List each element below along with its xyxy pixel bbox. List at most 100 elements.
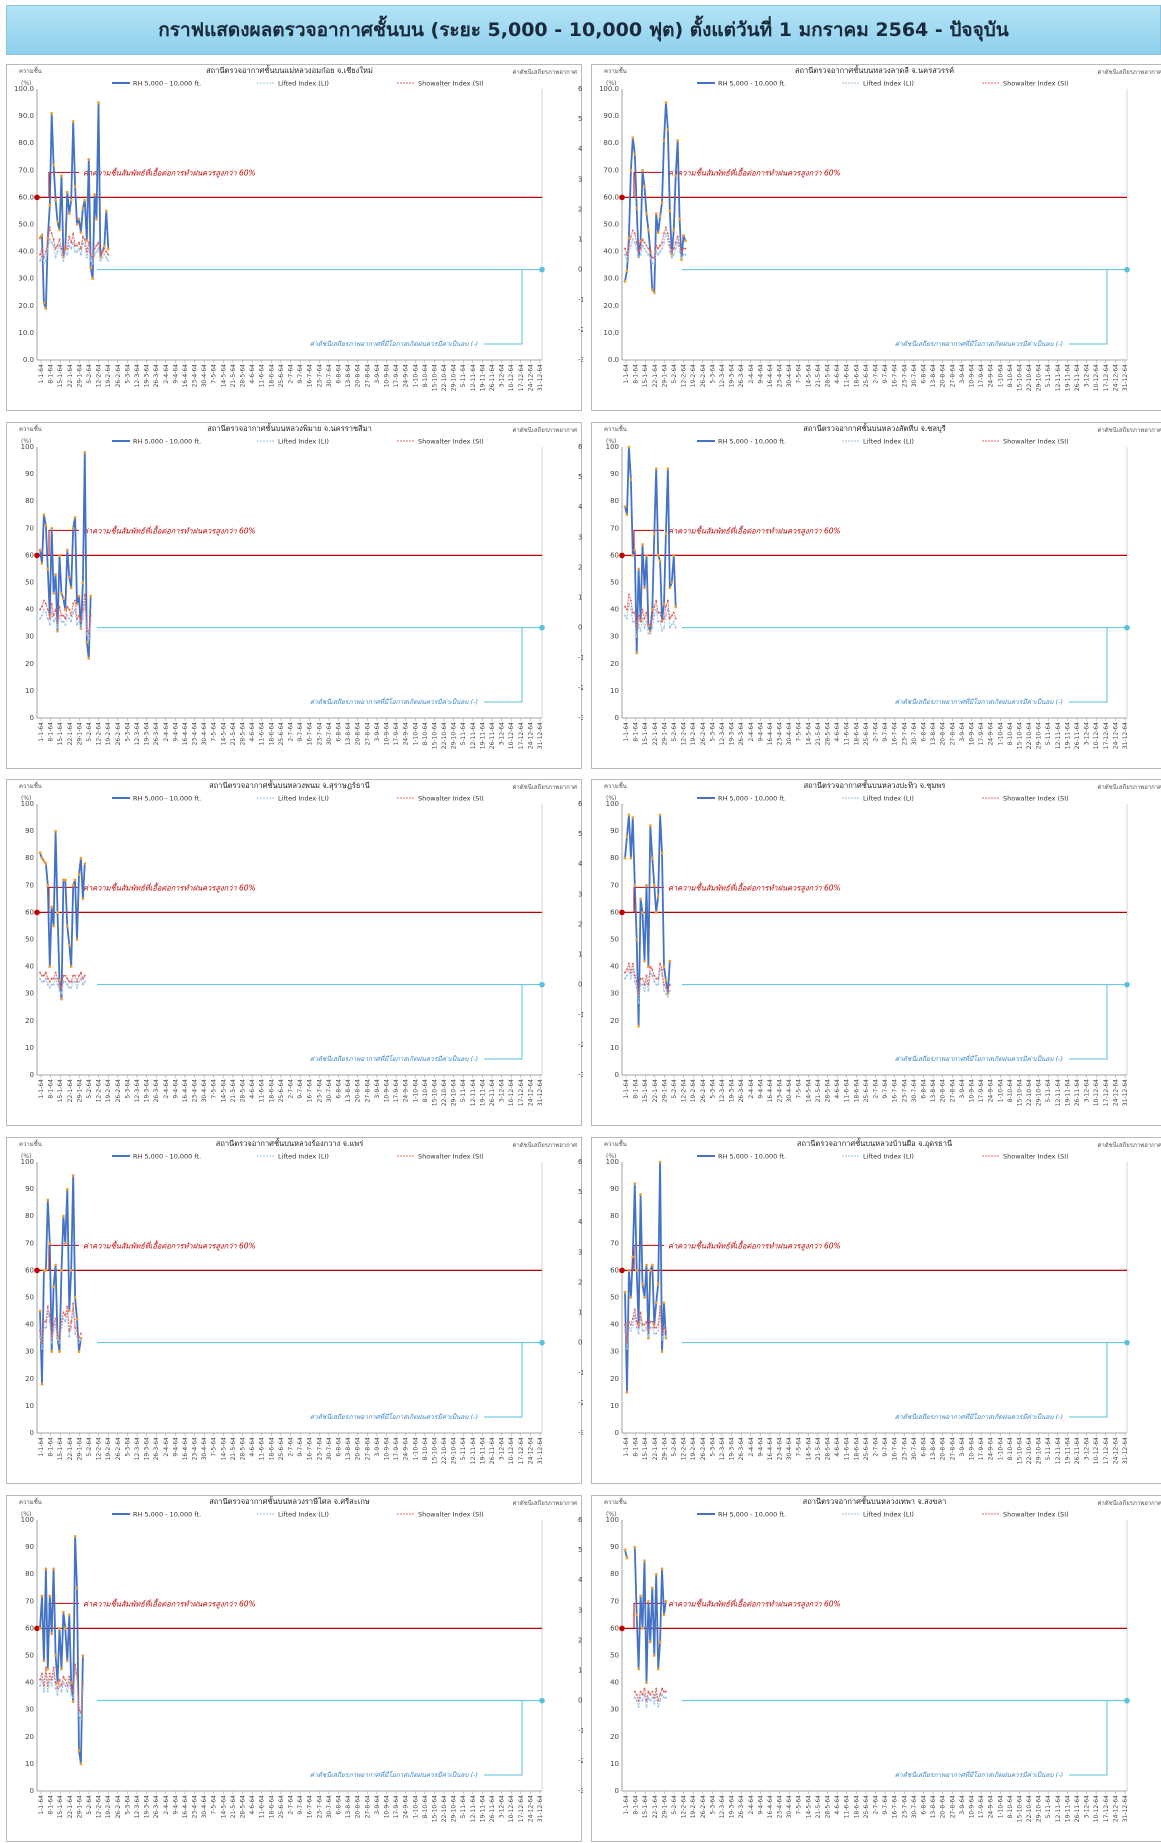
- y2-tick-label: 0: [578, 1697, 582, 1705]
- x-tick-label: 13-8-64: [930, 364, 937, 388]
- index-point: [655, 983, 658, 986]
- rh-point: [52, 591, 56, 595]
- y-tick-label: 40: [25, 963, 34, 971]
- x-tick-label: 19-3-64: [144, 1079, 151, 1103]
- x-tick-label: 11-6-64: [844, 1795, 851, 1819]
- x-tick-label: 12-3-64: [719, 1795, 726, 1819]
- y2-tick-label: 60: [578, 1158, 583, 1166]
- threshold-note: ค่าความชื้นสัมพัทธ์ที่เอื้อต่อการทำฝนควร…: [668, 1598, 841, 1608]
- x-tick-label: 15-10-64: [431, 722, 438, 749]
- x-tick-label: 26-11-64: [1074, 1437, 1081, 1464]
- x-tick-label: 18-6-64: [268, 1437, 275, 1461]
- rh-point: [674, 174, 678, 178]
- legend-label: Lifted Index (LI): [278, 438, 329, 446]
- rh-point: [639, 1594, 642, 1598]
- x-tick-label: 13-8-64: [345, 1437, 352, 1461]
- index-point: [40, 1678, 43, 1681]
- index-point: [641, 983, 644, 986]
- index-point: [653, 256, 656, 259]
- index-point: [641, 238, 644, 241]
- x-tick-label: 22-1-64: [652, 1795, 659, 1819]
- x-tick-label: 19-3-64: [144, 364, 151, 388]
- x-tick-label: 10-12-64: [1093, 364, 1100, 391]
- y-tick-label: 100: [21, 443, 34, 451]
- y2-tick-label: 50: [578, 473, 583, 481]
- index-point: [44, 250, 47, 253]
- index-point: [676, 235, 679, 238]
- index-point: [93, 253, 96, 256]
- x-tick-label: 3-12-64: [499, 1079, 506, 1103]
- chart-panel-6: สถานีตรวจอากาศชั้นบนหลวงปะทิว จ.ชุมพร ควา…: [591, 779, 1161, 1126]
- x-tick-label: 29-10-64: [1036, 364, 1043, 391]
- x-tick-label: 2-4-64: [748, 1795, 755, 1815]
- index-point: [42, 974, 45, 977]
- line-chart-4: สถานีตรวจอากาศชั้นบนหลวงสัตหีบ จ.ชลบุรีค…: [604, 423, 1161, 749]
- rh-point: [623, 280, 627, 283]
- x-tick-label: 4-6-64: [834, 1079, 841, 1099]
- x-tick-label: 30-4-64: [201, 364, 208, 388]
- index-point: [631, 1323, 634, 1326]
- x-tick-label: 5-2-64: [671, 722, 678, 742]
- x-tick-label: 12-11-64: [1055, 1795, 1062, 1822]
- index-point: [641, 244, 644, 247]
- x-tick-label: 3-9-64: [374, 1079, 381, 1099]
- x-tick-label: 24-12-64: [1112, 722, 1119, 749]
- legend-label: Showalter Index (SI): [418, 1511, 484, 1519]
- x-tick-label: 17-9-64: [393, 364, 400, 388]
- legend-label: RH 5,000 - 10,000 ft.: [718, 1153, 786, 1161]
- index-point: [58, 244, 61, 247]
- index-point: [66, 1305, 69, 1308]
- index-point: [627, 593, 630, 596]
- index-point: [58, 614, 61, 617]
- line-chart-9: สถานีตรวจอากาศชั้นบนหลวงราษีไศล จ.ศรีสะเ…: [19, 1496, 583, 1822]
- index-point: [659, 250, 662, 253]
- left-axis-title: ความชื้น: [19, 780, 42, 790]
- index-point: [50, 977, 53, 980]
- x-tick-label: 7-5-64: [211, 364, 218, 384]
- x-tick-label: 24-9-64: [403, 1795, 410, 1819]
- chart-title: สถานีตรวจอากาศชั้นบนหลวงลาดลี จ.นครสวรรค…: [795, 65, 954, 75]
- x-tick-label: 30-4-64: [786, 722, 793, 746]
- x-tick-label: 6-8-64: [920, 364, 927, 384]
- x-tick-label: 19-2-64: [105, 1437, 112, 1461]
- x-tick-label: 22-1-64: [652, 1079, 659, 1103]
- x-tick-label: 27-8-64: [949, 1437, 956, 1461]
- x-tick-label: 26-3-64: [153, 722, 160, 746]
- y2-tick-label: 10: [578, 1309, 583, 1317]
- y-tick-label: 20: [25, 1017, 34, 1025]
- rh-point: [71, 526, 75, 530]
- index-point: [631, 1317, 634, 1320]
- index-point: [647, 989, 650, 992]
- index-point: [87, 632, 90, 635]
- rh-point: [77, 873, 81, 876]
- x-tick-label: 23-4-64: [777, 722, 784, 746]
- y-tick-label: 10: [610, 1760, 619, 1768]
- x-tick-label: 15-10-64: [431, 1795, 438, 1822]
- index-point: [40, 253, 43, 256]
- x-tick-label: 19-2-64: [105, 1079, 112, 1103]
- x-tick-label: 23-7-64: [901, 1437, 908, 1461]
- x-tick-label: 13-8-64: [930, 1437, 937, 1461]
- negative-arrow: [484, 1342, 523, 1418]
- x-tick-label: 3-12-64: [499, 1795, 506, 1819]
- rh-point: [633, 1545, 637, 1549]
- rh-point: [75, 1586, 79, 1590]
- threshold-marker: [34, 909, 40, 916]
- x-tick-label: 24-9-64: [988, 1437, 995, 1461]
- index-point: [79, 977, 82, 980]
- rh-point: [650, 288, 654, 291]
- x-tick-label: 10-12-64: [1093, 1437, 1100, 1464]
- index-point: [39, 1335, 41, 1338]
- index-point: [624, 614, 626, 617]
- x-tick-label: 15-10-64: [431, 1079, 438, 1106]
- x-tick-label: 26-11-64: [1074, 1079, 1081, 1106]
- x-tick-label: 28-5-64: [240, 722, 247, 746]
- chart-panel-3: สถานีตรวจอากาศชั้นบนหลวงพิมาย จ.นครราชสี…: [6, 422, 583, 769]
- x-tick-label: 1-10-64: [997, 1079, 1004, 1103]
- x-tick-label: 5-2-64: [86, 1437, 93, 1457]
- negative-note: ค่าดัชนีเสถียรภาพอากาศที่มีโอกาสเกิดฝนคว…: [310, 1412, 478, 1421]
- x-tick-label: 1-10-64: [412, 1437, 419, 1461]
- index-point: [70, 247, 73, 250]
- rh-point: [73, 878, 77, 882]
- x-tick-label: 20-8-64: [940, 1437, 947, 1461]
